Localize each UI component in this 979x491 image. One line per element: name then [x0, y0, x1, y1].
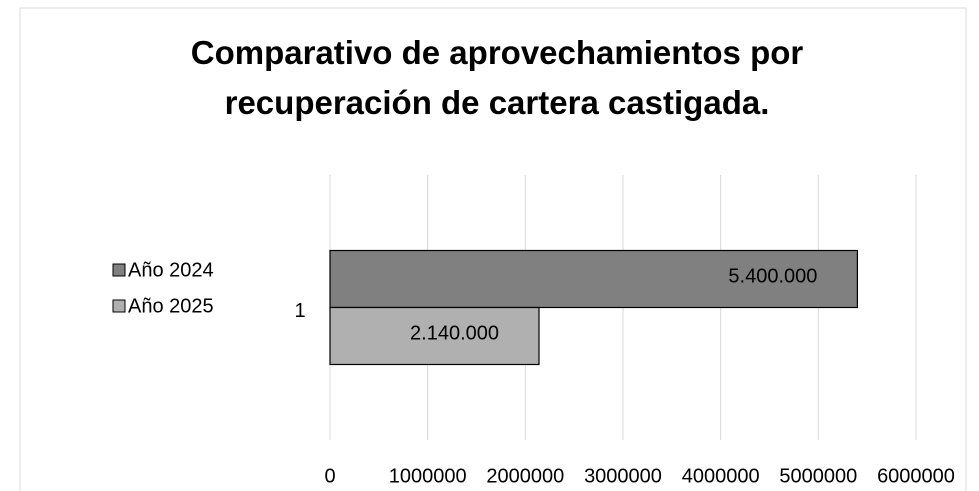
- x-tick-label: 1000000: [389, 465, 467, 487]
- data-label: 5.400.000: [728, 265, 817, 287]
- x-tick-label: 3000000: [584, 465, 662, 487]
- legend-label: Año 2025: [128, 295, 214, 317]
- x-tick-label: 4000000: [682, 465, 760, 487]
- chart-border: [19, 7, 967, 491]
- x-tick-label: 6000000: [877, 465, 955, 487]
- y-tick-label: 1: [294, 300, 305, 322]
- x-tick-label: 5000000: [779, 465, 857, 487]
- x-tick-label: 2000000: [486, 465, 564, 487]
- legend-label: Año 2024: [128, 259, 214, 281]
- legend-swatch: [112, 299, 126, 313]
- legend-swatch: [112, 263, 126, 277]
- data-label: 2.140.000: [410, 322, 499, 344]
- bar: [329, 306, 540, 366]
- x-tick-label: 0: [324, 465, 335, 487]
- chart-title: Comparativo de aprovechamientos por recup…: [191, 34, 804, 121]
- bar: [329, 249, 859, 309]
